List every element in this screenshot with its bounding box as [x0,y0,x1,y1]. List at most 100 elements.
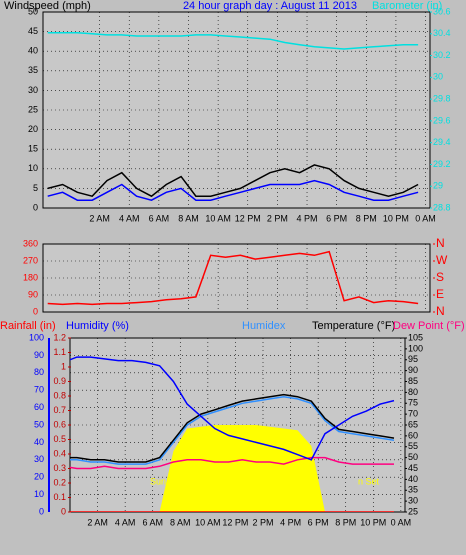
y-tick-label: 30 [34,454,44,464]
y-tick-label: 75 [408,398,418,408]
x-tick-label: 6 PM [326,213,347,223]
y-tick-label: 85 [408,376,418,386]
x-tick-label: 6 PM [308,517,329,527]
y-tick-label: 60 [408,430,418,440]
y-tick-label: 55 [408,441,418,451]
y-tick-label: 80 [34,367,44,377]
line [47,250,419,306]
y-tick-label: 35 [408,485,418,495]
y-tick-label: 50 [28,6,38,16]
y-tick-label: 30 [28,85,38,95]
windspeed-label: Windspeed (mph) [4,0,91,12]
line [47,31,419,50]
x-tick-label: 8 AM [170,517,191,527]
line [70,393,395,463]
y-tick-label: 1.2 [53,332,66,342]
y-tick-label: 60 [34,402,44,412]
y-tick-label: 360 [23,238,38,248]
y-tick-label: 30.6 [433,6,451,16]
y-tick-label: 70 [34,385,44,395]
y-tick-label: 40 [34,437,44,447]
y-tick-label: 10 [34,489,44,499]
y-tick-label: 180 [23,272,38,282]
y-tick-label: 0.9 [53,376,66,386]
x-tick-label: 4 PM [280,517,301,527]
x-tick-label: 2 PM [267,213,288,223]
x-tick-label: 6 AM [149,213,170,223]
y-tick-label: 65 [408,419,418,429]
y-tick-label: 45 [28,26,38,36]
line [70,356,395,461]
y-tick-label: 29 [433,181,443,191]
y-tick-label: 50 [408,452,418,462]
y-tick-label: 40 [28,46,38,56]
y-tick-label: 0.3 [53,463,66,473]
x-tick-label: 10 AM [195,517,221,527]
y-tick-label: 80 [408,387,418,397]
x-tick-label: 8 AM [178,213,199,223]
x-tick-label: 10 PM [360,517,386,527]
y-tick-label: 95 [408,354,418,364]
rainfall-label: Rainfall (in) [0,320,56,332]
y-tick-label: S [436,270,444,284]
x-tick-label: 12 PM [222,517,248,527]
y-tick-label: 1 [61,361,66,371]
y-tick-label: 25 [408,506,418,516]
y-tick-label: 28.8 [433,202,451,212]
y-tick-label: 0.7 [53,405,66,415]
x-tick-label: 6 AM [142,517,163,527]
y-tick-label: 0.8 [53,390,66,400]
x-tick-label: 2 PM [252,517,273,527]
y-tick-label: 1.1 [53,347,66,357]
y-tick-label: 29.6 [433,115,451,125]
y-tick-label: 30 [408,496,418,506]
y-tick-label: 0 [39,506,44,516]
x-tick-label: 10 PM [383,213,409,223]
y-tick-label: 100 [408,343,423,353]
y-tick-label: 90 [408,365,418,375]
y-tick-label: 0.1 [53,492,66,502]
x-tick-label: 4 PM [297,213,318,223]
y-tick-label: 100 [29,332,44,342]
series-group [47,31,419,202]
y-tick-label: 30.2 [433,50,451,60]
y-tick-label: 40 [408,474,418,484]
y-tick-label: 29.2 [433,159,451,169]
y-tick-label: 25 [28,104,38,114]
annotation: Sun [150,476,166,486]
x-tick-label: 4 AM [115,517,136,527]
x-tick-label: 8 PM [335,517,356,527]
y-tick-label: 20 [34,472,44,482]
x-tick-label: 8 PM [356,213,377,223]
x-tick-label: 4 AM [119,213,140,223]
y-tick-label: 105 [408,332,423,342]
humidity-label: Humidity (%) [66,320,129,332]
dewpoint-label: Dew Point (°F) [393,320,465,332]
annotation: n Set [358,476,380,486]
y-tick-label: 10 [28,163,38,173]
y-tick-label: 0.4 [53,448,66,458]
area [70,425,394,512]
x-tick-label: 12 PM [235,213,261,223]
barometer-label: Barometer (in) [372,0,442,12]
y-tick-label: 70 [408,409,418,419]
y-tick-label: 0 [33,202,38,212]
y-tick-label: 20 [28,124,38,134]
y-tick-label: 90 [28,289,38,299]
y-tick-label: 90 [34,350,44,360]
y-tick-label: W [436,253,448,267]
y-tick-label: 5 [33,183,38,193]
series-group [70,356,395,512]
y-tick-label: 50 [34,419,44,429]
y-tick-label: 30 [433,72,443,82]
y-tick-label: 29.8 [433,93,451,103]
y-tick-label: 15 [28,144,38,154]
line [70,456,394,470]
line [47,164,419,198]
y-tick-label: 30.4 [433,28,451,38]
line [47,179,419,202]
y-tick-label: 35 [28,65,38,75]
y-tick-label: 45 [408,463,418,473]
y-tick-label: N [436,236,445,250]
x-tick-label: 0 AM [415,213,436,223]
